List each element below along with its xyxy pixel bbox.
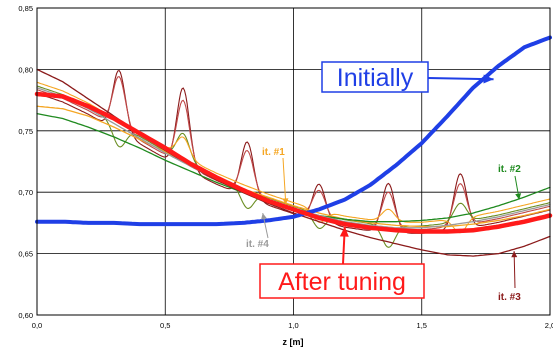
annotation-arrowhead <box>261 213 267 220</box>
y-tick-label: 0,85 <box>18 4 33 13</box>
annotations: Initially After tuning it. #1 it. #2 it. #3 i… <box>246 61 522 303</box>
annotation-arrow <box>282 157 287 205</box>
y-tick-label: 0,60 <box>18 311 33 320</box>
annotation-arrow <box>513 251 516 289</box>
series-line-initial <box>35 35 552 227</box>
y-tick-label: 0,80 <box>18 65 33 74</box>
annotation-label-it2: it. #2 <box>498 164 521 175</box>
annotation-label-it1: it. #1 <box>262 147 285 158</box>
annotation-label-it3: it. #3 <box>498 292 521 303</box>
y-tick-label: 0,75 <box>18 127 33 136</box>
annotation-label-it4: it. #4 <box>246 239 269 250</box>
series-line-after-tuning <box>34 91 553 234</box>
axes: 0,60 0,65 0,70 0,75 0,80 0,85 0,0 0,5 1,0 1,5 2,0 <box>18 4 553 330</box>
annotation-arrowhead <box>511 251 518 258</box>
x-tick-label: 0,5 <box>160 321 170 330</box>
annotation-arrowhead <box>282 198 289 205</box>
annotation-arrowhead <box>339 226 349 237</box>
annotation-box <box>321 61 429 93</box>
y-tick-label: 0,70 <box>18 188 33 197</box>
y-tick-label: 0,65 <box>18 250 33 259</box>
series-lines <box>34 35 553 257</box>
x-tick-label: 0,0 <box>32 321 42 330</box>
annotation-arrowhead <box>483 74 494 84</box>
annotation-arrowhead <box>515 193 522 200</box>
annotation-arrow <box>427 77 494 81</box>
x-axis-label: z [m] <box>283 337 304 347</box>
x-tick-label: 2,0 <box>545 321 553 330</box>
x-tick-label: 1,0 <box>288 321 298 330</box>
annotation-label-after: After tuning <box>278 268 406 296</box>
annotation-label-initially: Initially <box>337 64 414 92</box>
x-tick-label: 1,5 <box>417 321 427 330</box>
plot-frame <box>36 7 551 316</box>
series-line-it1 <box>36 105 551 228</box>
annotation-box <box>259 263 425 299</box>
